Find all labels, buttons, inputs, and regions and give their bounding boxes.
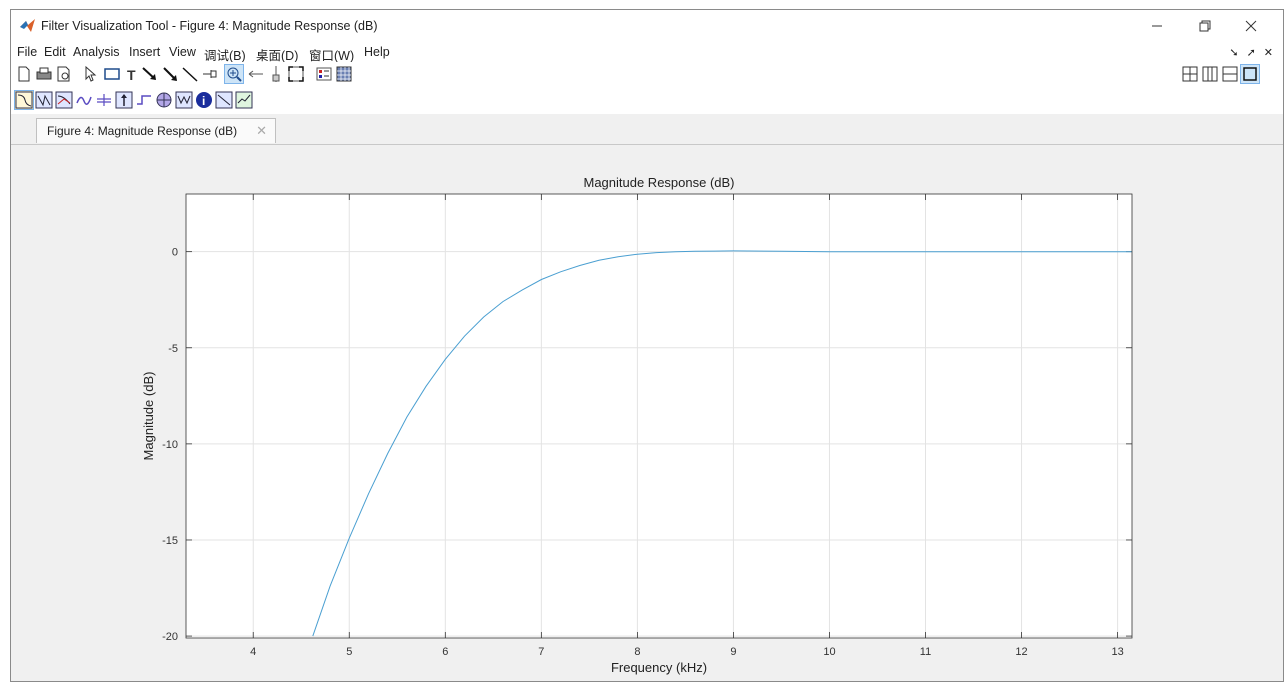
full-view-icon[interactable] <box>287 65 305 83</box>
x-axis-label: Frequency (kHz) <box>611 660 707 675</box>
menu-insert[interactable]: Insert <box>129 45 161 59</box>
tab-close-icon[interactable]: ✕ <box>256 123 267 138</box>
menu-help[interactable]: Help <box>364 45 390 59</box>
y-tick-labels: 0 -5 -10 -15 -20 <box>162 247 178 643</box>
tile-grid-icon[interactable] <box>1181 65 1199 83</box>
menu-analysis[interactable]: Analysis <box>73 45 120 59</box>
rectangle-icon[interactable] <box>103 65 121 83</box>
select-arrow-icon[interactable] <box>81 65 99 83</box>
group-delay-icon[interactable] <box>75 91 93 109</box>
y-tick-label: -15 <box>162 535 178 547</box>
close-figure-icon[interactable]: ✕ <box>1263 47 1273 59</box>
tile-columns-icon[interactable] <box>1201 65 1219 83</box>
restore-button[interactable] <box>1183 14 1227 38</box>
x-tick-label: 13 <box>1111 646 1123 658</box>
close-icon <box>1245 20 1257 32</box>
phase-delay-icon[interactable] <box>95 91 113 109</box>
print-preview-icon[interactable] <box>55 65 73 83</box>
y-axis-label: Magnitude (dB) <box>141 372 156 461</box>
x-tick-label: 7 <box>538 646 544 658</box>
pan-icon[interactable] <box>247 65 265 83</box>
minimize-icon <box>1152 25 1162 27</box>
filter-info-icon[interactable]: i <box>195 91 213 109</box>
impulse-response-icon[interactable] <box>115 91 133 109</box>
x-tick-label: 8 <box>634 646 640 658</box>
maximize-icon[interactable] <box>1240 64 1260 84</box>
data-cursor-icon[interactable] <box>267 65 285 83</box>
grid-icon[interactable] <box>335 65 353 83</box>
grid-lines <box>186 194 1132 638</box>
dock-controls: ➘ ➚ ✕ <box>1229 46 1273 59</box>
close-button[interactable] <box>1229 14 1273 38</box>
menu-bar: File Edit Analysis Insert View 调试(B) 桌面(… <box>11 42 1283 63</box>
text-icon[interactable]: T <box>123 65 141 83</box>
dock-icon[interactable]: ➘ <box>1229 47 1239 59</box>
analysis-toolbar: i <box>11 88 1283 114</box>
pin-icon[interactable] <box>201 65 219 83</box>
axes-background <box>186 194 1132 638</box>
magnitude-estimate-icon[interactable] <box>215 91 233 109</box>
magnitude-phase-icon[interactable] <box>55 91 73 109</box>
arrow-icon[interactable] <box>141 65 159 83</box>
double-arrow-icon[interactable] <box>161 65 179 83</box>
line-icon[interactable] <box>181 65 199 83</box>
y-tick-label: 0 <box>172 247 178 259</box>
x-tick-label: 10 <box>823 646 835 658</box>
new-figure-icon[interactable] <box>15 65 33 83</box>
y-tick-label: -20 <box>162 631 178 643</box>
fvtool-window: Filter Visualization Tool - Figure 4: Ma… <box>10 9 1284 682</box>
figure-toolbar: T <box>11 62 1283 88</box>
menu-view[interactable]: View <box>169 45 196 59</box>
zoom-in-icon[interactable] <box>224 64 244 84</box>
svg-text:T: T <box>127 67 136 83</box>
legend-icon[interactable] <box>315 65 333 83</box>
menu-debug[interactable]: 调试(B) <box>204 49 246 63</box>
tab-figure-4[interactable]: Figure 4: Magnitude Response (dB) ✕ <box>36 118 276 143</box>
menu-window[interactable]: 窗口(W) <box>309 49 355 63</box>
menu-desktop[interactable]: 桌面(D) <box>256 49 299 63</box>
filter-coefficients-icon[interactable] <box>175 91 193 109</box>
x-tick-label: 4 <box>250 646 256 658</box>
pole-zero-icon[interactable] <box>155 91 173 109</box>
x-tick-label: 11 <box>920 646 931 658</box>
magnitude-response-icon[interactable] <box>14 90 34 110</box>
y-tick-label: -10 <box>162 439 178 451</box>
figure-tabs: Figure 4: Magnitude Response (dB) ✕ <box>11 114 1283 145</box>
chart-title: Magnitude Response (dB) <box>583 175 734 190</box>
x-tick-label: 6 <box>442 646 448 658</box>
x-tick-labels: 4 5 6 7 8 9 10 11 12 13 <box>250 646 1124 658</box>
svg-text:i: i <box>202 94 205 108</box>
noise-psd-icon[interactable] <box>235 91 253 109</box>
menu-edit[interactable]: Edit <box>44 45 66 59</box>
title-bar: Filter Visualization Tool - Figure 4: Ma… <box>11 10 1283 42</box>
menu-file[interactable]: File <box>17 45 38 59</box>
axes-box <box>185 193 1133 639</box>
x-tick-label: 12 <box>1015 646 1027 658</box>
x-tick-label: 5 <box>346 646 352 658</box>
tab-label: Figure 4: Magnitude Response (dB) <box>47 124 238 138</box>
tile-rows-icon[interactable] <box>1221 65 1239 83</box>
print-icon[interactable] <box>35 65 53 83</box>
magnitude-response-plot[interactable]: 4 5 6 7 8 9 10 11 12 13 0 -5 -10 -15 -20 Magnitude Re… <box>11 145 1283 682</box>
y-tick-label: -5 <box>168 343 178 355</box>
restore-icon <box>1199 20 1211 32</box>
window-title: Filter Visualization Tool - Figure 4: Ma… <box>41 19 378 33</box>
magnitude-curve <box>312 250 1132 637</box>
matlab-logo-icon <box>20 19 35 32</box>
minimize-button[interactable] <box>1135 14 1179 38</box>
x-tick-label: 9 <box>730 646 736 658</box>
undock-icon[interactable]: ➚ <box>1246 47 1256 59</box>
phase-response-icon[interactable] <box>35 91 53 109</box>
step-response-icon[interactable] <box>135 91 153 109</box>
